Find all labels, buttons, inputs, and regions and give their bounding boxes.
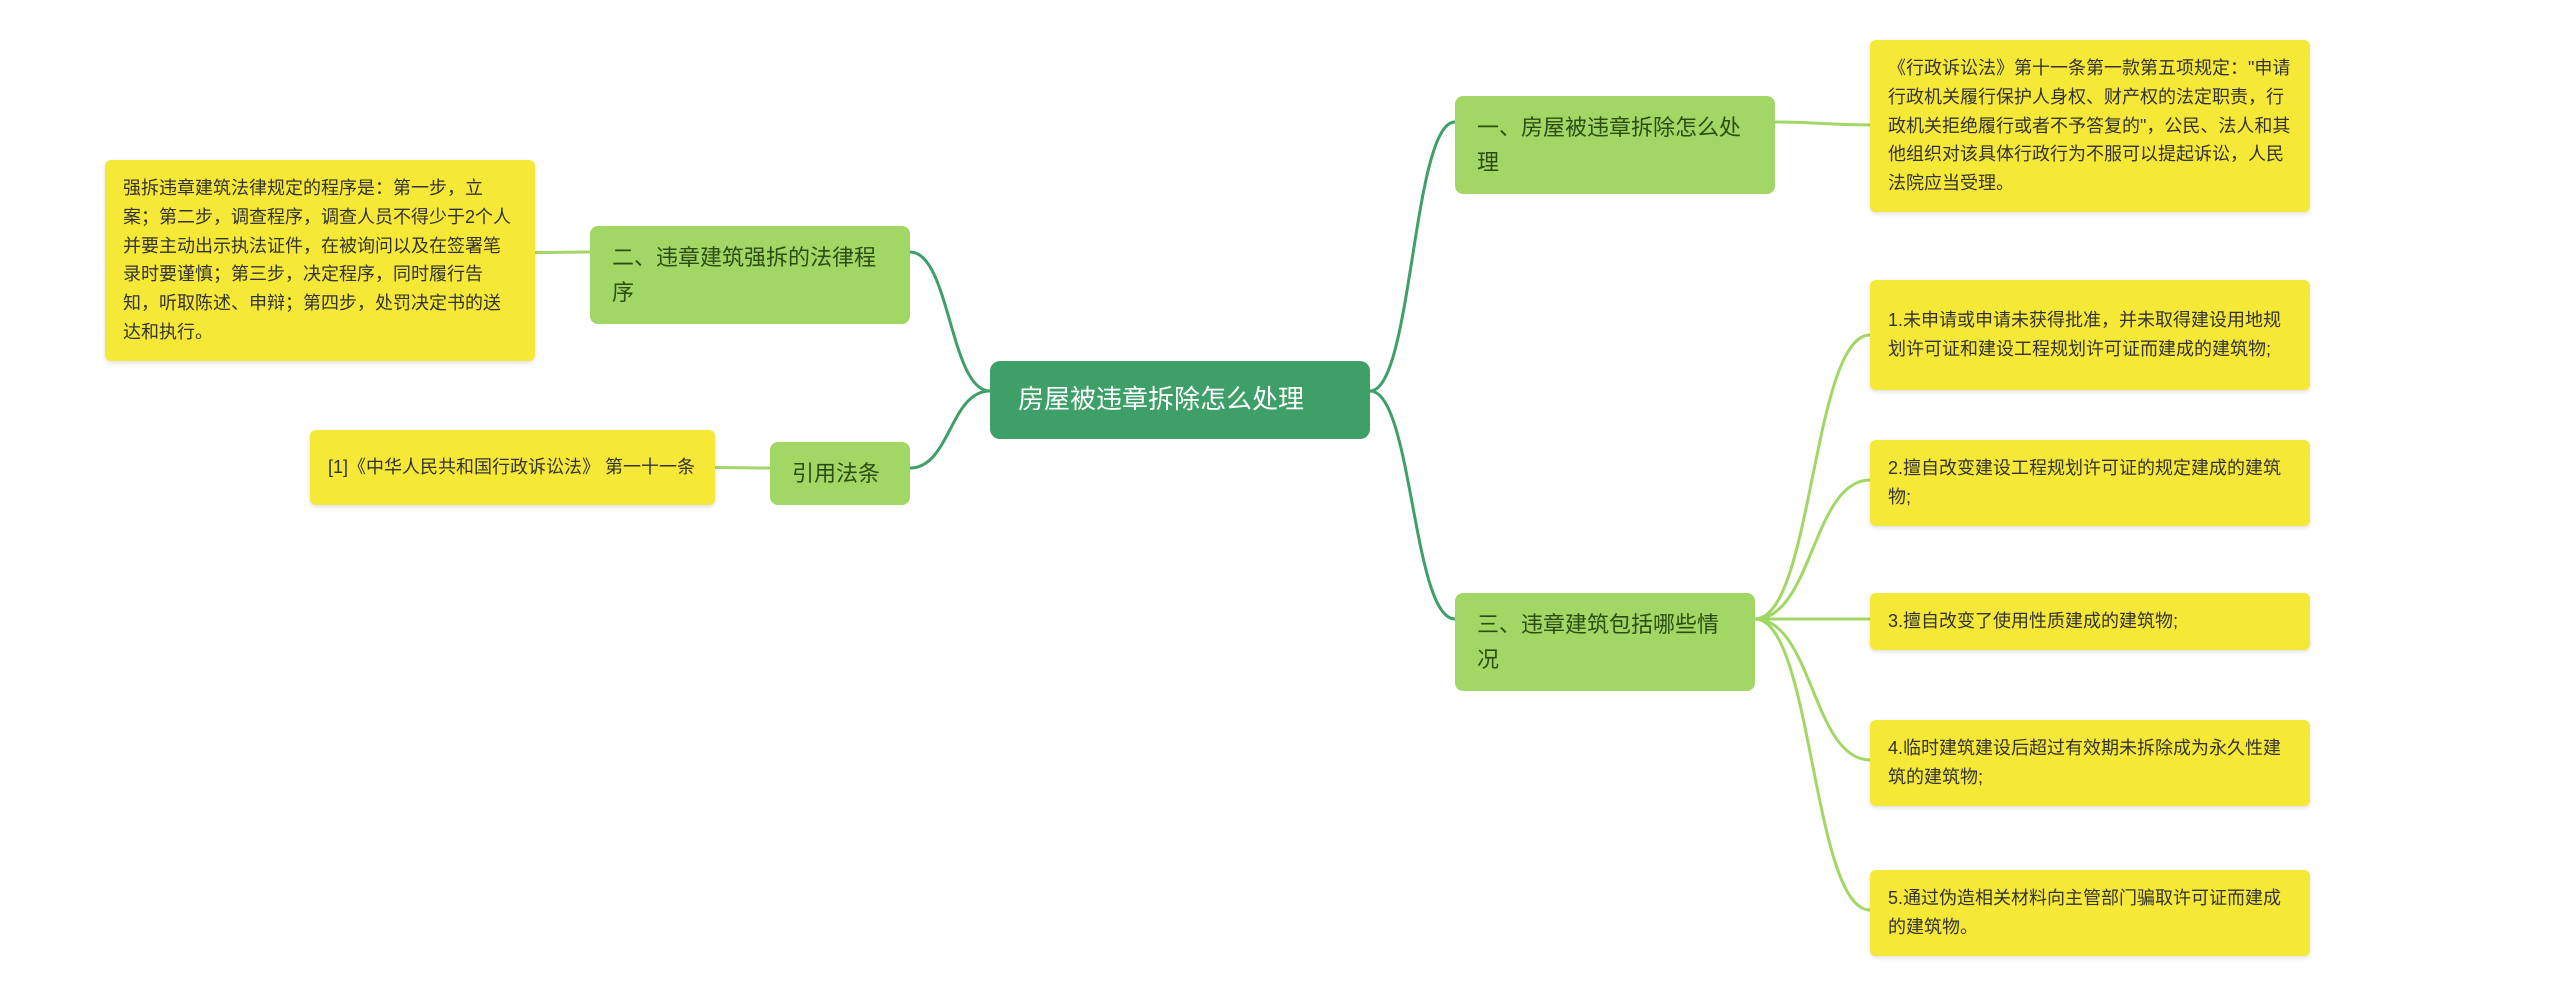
left-branch-0-leaf-0: 强拆违章建筑法律规定的程序是：第一步，立案；第二步，调查程序，调查人员不得少于2… xyxy=(105,160,535,361)
center-node: 房屋被违章拆除怎么处理 xyxy=(990,361,1370,439)
left-branch-1-leaf-0: [1]《中华人民共和国行政诉讼法》 第一十一条 xyxy=(310,430,715,505)
right-branch-1-leaf-3: 4.临时建筑建设后超过有效期未拆除成为永久性建筑的建筑物; xyxy=(1870,720,2310,806)
right-branch-0: 一、房屋被违章拆除怎么处理 xyxy=(1455,96,1775,194)
right-branch-1-leaf-2: 3.擅自改变了使用性质建成的建筑物; xyxy=(1870,593,2310,650)
right-branch-0-leaf-0: 《行政诉讼法》第十一条第一款第五项规定："申请行政机关履行保护人身权、财产权的法… xyxy=(1870,40,2310,212)
left-branch-0: 二、违章建筑强拆的法律程序 xyxy=(590,226,910,324)
right-branch-1-leaf-0: 1.未申请或申请未获得批准，并未取得建设用地规划许可证和建设工程规划许可证而建成… xyxy=(1870,280,2310,390)
left-branch-1: 引用法条 xyxy=(770,442,910,505)
right-branch-1: 三、违章建筑包括哪些情况 xyxy=(1455,593,1755,691)
right-branch-1-leaf-4: 5.通过伪造相关材料向主管部门骗取许可证而建成的建筑物。 xyxy=(1870,870,2310,956)
right-branch-1-leaf-1: 2.擅自改变建设工程规划许可证的规定建成的建筑物; xyxy=(1870,440,2310,526)
